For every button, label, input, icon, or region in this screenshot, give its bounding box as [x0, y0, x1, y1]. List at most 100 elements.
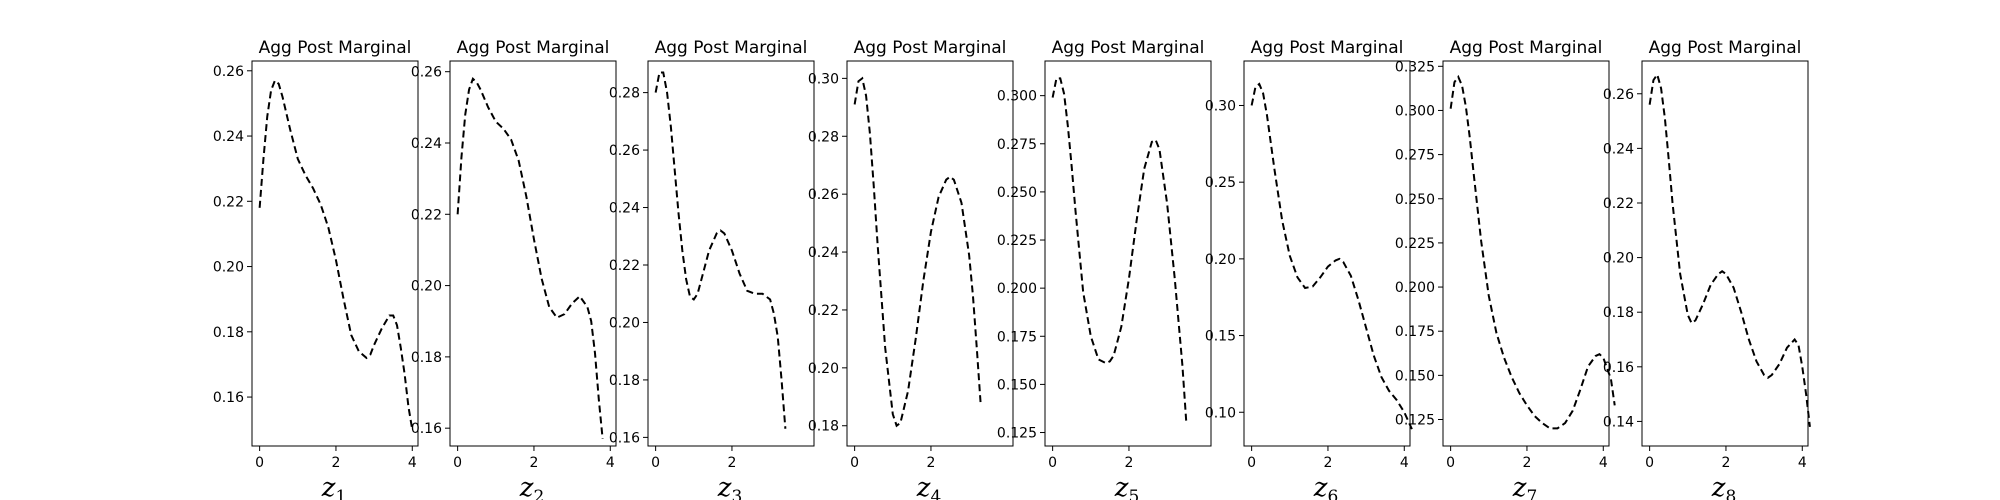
- y-tick-label: 0.200: [1395, 280, 1435, 296]
- x-axis-label-subscript: 3: [731, 487, 742, 500]
- subplot-1: Agg Post Marginal 0.16 0.18 0.20 0.22 0.24 0.2…: [213, 38, 419, 500]
- y-tick-label: 0.26: [411, 65, 442, 81]
- x-axis-label-subscript: 4: [930, 487, 941, 500]
- axes-frame: [449, 60, 617, 447]
- x-axis-label-subscript: 8: [1725, 487, 1736, 500]
- y-tick-label: 0.18: [411, 350, 442, 366]
- axes-frame: [1641, 60, 1809, 447]
- axes-frame: [1044, 60, 1212, 447]
- y-tick-label: 0.24: [808, 245, 839, 261]
- y-tick-label: 0.24: [609, 201, 640, 217]
- y-tick-label: 0.22: [609, 258, 640, 274]
- subplot-title: Agg Post Marginal: [854, 38, 1007, 58]
- y-tick-label: 0.20: [213, 260, 244, 276]
- y-tick-label: 0.16: [1603, 360, 1634, 376]
- series-line: [1449, 74, 1616, 430]
- y-tick-label: 0.24: [1603, 141, 1634, 157]
- x-tick-label: 4: [1798, 455, 1807, 471]
- axes-frame: [1442, 60, 1610, 447]
- x-tick-label: 0: [255, 455, 264, 471]
- y-tick-label: 0.26: [609, 143, 640, 159]
- y-tick-label: 0.16: [609, 430, 640, 446]
- y-tick-label: 0.30: [808, 71, 839, 87]
- x-tick-label: 0: [453, 455, 462, 471]
- x-axis-label: z1: [321, 473, 347, 500]
- y-tick-label: 0.175: [997, 329, 1037, 345]
- x-axis-label: z6: [1313, 473, 1339, 500]
- subplot-3: Agg Post Marginal 0.16 0.18 0.20 0.22 0.24 0.2…: [609, 38, 815, 500]
- axes-frame: [251, 60, 419, 447]
- x-axis-label-subscript: 2: [533, 487, 544, 500]
- subplot-4: Agg Post Marginal 0.18 0.20 0.22 0.24 0.26 0.2…: [808, 38, 1014, 500]
- x-axis-label: z4: [916, 473, 942, 500]
- x-axis-label-subscript: 6: [1327, 487, 1338, 500]
- y-tick-label: 0.20: [1603, 251, 1634, 267]
- y-tick-label: 0.225: [997, 233, 1037, 249]
- series-line: [258, 78, 414, 430]
- y-tick-label: 0.300: [997, 89, 1037, 105]
- y-tick-label: 0.16: [213, 390, 244, 406]
- y-tick-label: 0.325: [1395, 59, 1435, 75]
- y-tick-label: 0.200: [997, 281, 1037, 297]
- y-tick-label: 0.20: [1205, 252, 1236, 268]
- x-tick-label: 4: [1599, 455, 1608, 471]
- y-tick-label: 0.225: [1395, 236, 1435, 252]
- x-tick-label: 0: [1645, 455, 1654, 471]
- x-tick-label: 2: [1721, 455, 1730, 471]
- subplot-title: Agg Post Marginal: [1649, 38, 1802, 58]
- x-tick-label: 4: [606, 455, 615, 471]
- x-tick-label: 2: [1124, 455, 1133, 471]
- x-axis-label: z3: [717, 473, 743, 500]
- y-tick-label: 0.250: [997, 185, 1037, 201]
- x-tick-label: 2: [331, 455, 340, 471]
- x-axis-label: z7: [1512, 473, 1538, 500]
- y-tick-label: 0.22: [808, 303, 839, 319]
- subplot-5: Agg Post Marginal 0.125 0.150 0.175 0.200 0.2…: [997, 38, 1212, 500]
- x-tick-label: 2: [727, 455, 736, 471]
- x-tick-label: 4: [1400, 455, 1409, 471]
- y-tick-label: 0.16: [411, 421, 442, 437]
- subplot-7: Agg Post Marginal 0.125 0.150 0.175 0.200 0.2…: [1395, 38, 1616, 500]
- y-tick-label: 0.175: [1395, 324, 1435, 340]
- y-tick-label: 0.22: [1603, 196, 1634, 212]
- x-tick-label: 0: [850, 455, 859, 471]
- x-axis-label-subscript: 1: [335, 487, 346, 500]
- y-tick-label: 0.22: [411, 207, 442, 223]
- y-tick-label: 0.26: [808, 187, 839, 203]
- y-tick-label: 0.14: [1603, 414, 1634, 430]
- y-tick-label: 0.18: [808, 419, 839, 435]
- axes-frame: [647, 60, 815, 447]
- subplot-8: Agg Post Marginal 0.14 0.16 0.18 0.20 0.22 0.2…: [1603, 38, 1811, 500]
- series-line: [456, 77, 604, 439]
- x-axis-label: z8: [1711, 473, 1737, 500]
- y-tick-label: 0.275: [1395, 148, 1435, 164]
- x-tick-label: 0: [651, 455, 660, 471]
- series-line: [1051, 77, 1188, 422]
- x-tick-label: 2: [529, 455, 538, 471]
- x-tick-label: 0: [1247, 455, 1256, 471]
- series-line: [1648, 72, 1811, 428]
- y-tick-label: 0.150: [997, 377, 1037, 393]
- y-tick-label: 0.28: [609, 86, 640, 102]
- subplot-title: Agg Post Marginal: [259, 38, 412, 58]
- x-tick-label: 0: [1446, 455, 1455, 471]
- x-tick-label: 2: [1522, 455, 1531, 471]
- subplot-2: Agg Post Marginal 0.16 0.18 0.20 0.22 0.24 0.2…: [411, 38, 617, 500]
- y-tick-label: 0.24: [411, 136, 442, 152]
- x-axis-label: z5: [1114, 473, 1140, 500]
- y-tick-label: 0.26: [1603, 87, 1634, 103]
- subplot-title: Agg Post Marginal: [457, 38, 610, 58]
- x-tick-label: 0: [1048, 455, 1057, 471]
- x-tick-label: 4: [408, 455, 417, 471]
- y-tick-label: 0.20: [411, 279, 442, 295]
- y-tick-label: 0.30: [1205, 98, 1236, 114]
- x-axis-label: z2: [519, 473, 545, 500]
- y-tick-label: 0.10: [1205, 405, 1236, 421]
- y-tick-label: 0.125: [1395, 413, 1435, 429]
- x-axis-label-subscript: 7: [1526, 487, 1537, 500]
- y-tick-label: 0.20: [609, 315, 640, 331]
- y-tick-label: 0.250: [1395, 192, 1435, 208]
- y-tick-label: 0.275: [997, 137, 1037, 153]
- subplot-title: Agg Post Marginal: [1251, 38, 1404, 58]
